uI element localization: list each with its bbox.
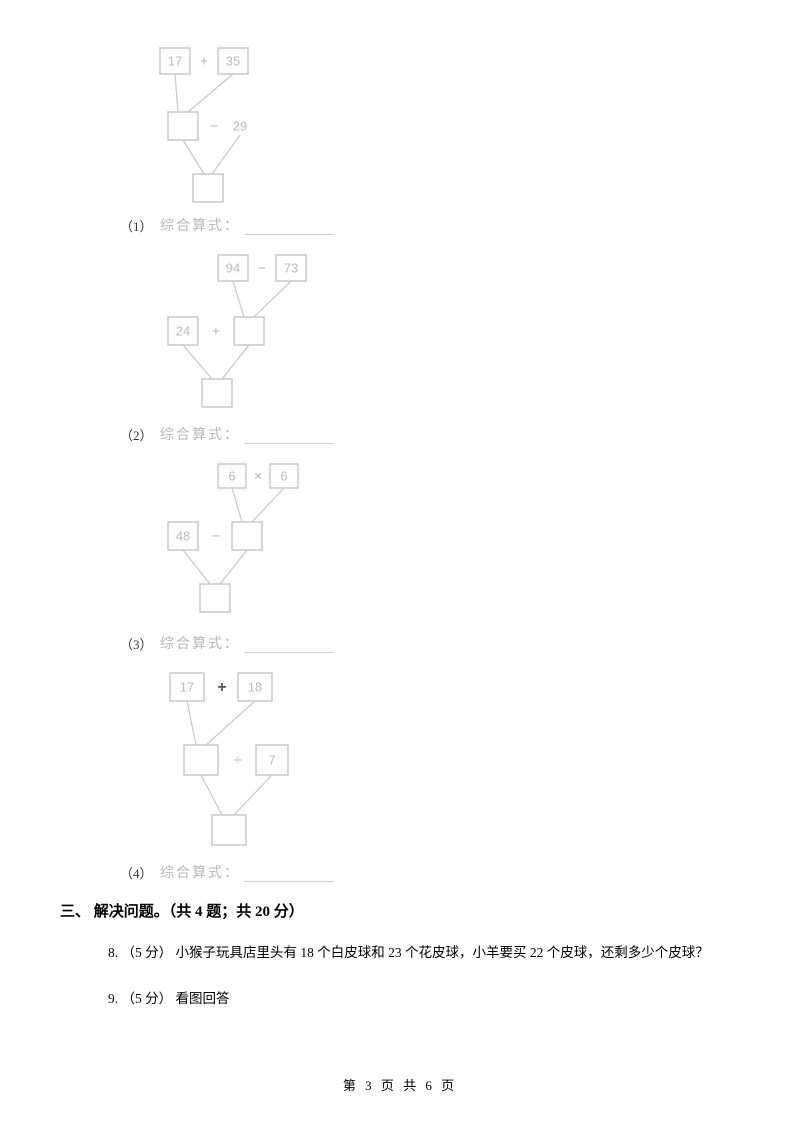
d3-top-left: 6: [228, 468, 235, 483]
question-8: 8. （5 分） 小猴子玩具店里头有 18 个白皮球和 23 个花皮球，小羊要买…: [108, 941, 740, 961]
d2-mid-left: 24: [176, 323, 190, 338]
diagram-1-svg: 17 + 35 − 29: [140, 40, 340, 210]
diagram-2: 94 − 73 24 + （2） 综合算式：: [120, 249, 740, 444]
d4-answer-line[interactable]: [244, 868, 334, 882]
d2-top-left: 94: [226, 260, 240, 275]
d3-mid-left: 48: [176, 528, 190, 543]
d4-mid-right: 7: [268, 752, 275, 767]
d1-top-left: 17: [168, 53, 182, 68]
diagram-4: 17 + 18 ÷ 7 （4） 综合算式：: [120, 667, 740, 882]
d3-paren: （3）: [120, 634, 160, 653]
d2-expr-label: 综合算式：: [160, 424, 240, 444]
d1-paren: （1）: [120, 216, 160, 235]
d1-top-right: 35: [226, 53, 240, 68]
diagram-3-svg: 6 × 6 48 −: [140, 458, 350, 628]
d4-top-left: 17: [180, 679, 194, 694]
question-9: 9. （5 分） 看图回答: [108, 987, 740, 1007]
d4-mid-op: ÷: [234, 752, 242, 768]
d1-mid-right: 29: [233, 118, 247, 133]
d3-expr-label: 综合算式：: [160, 633, 240, 653]
d4-top-right: 18: [248, 679, 262, 694]
d2-paren: （2）: [120, 425, 160, 444]
d2-mid-op: +: [212, 323, 220, 339]
d2-top-right: 73: [284, 260, 298, 275]
diagram-1: 17 + 35 − 29 （1） 综合算式：: [120, 40, 740, 235]
d1-answer-line[interactable]: [244, 221, 334, 235]
d3-top-op: ×: [254, 468, 262, 484]
diagram-4-svg: 17 + 18 ÷ 7: [140, 667, 350, 857]
section-3-heading: 三、 解决问题。（共 4 题；共 20 分）: [60, 900, 740, 921]
d2-answer-line[interactable]: [244, 430, 334, 444]
d3-answer-line[interactable]: [244, 639, 334, 653]
d1-mid-op: −: [210, 118, 218, 134]
page-footer: 第 3 页 共 6 页: [0, 1075, 800, 1094]
d4-paren: （4）: [120, 863, 160, 882]
d2-top-op: −: [258, 260, 266, 276]
diagram-3: 6 × 6 48 − （3） 综合算式：: [120, 458, 740, 653]
d3-mid-op: −: [212, 528, 220, 544]
d3-top-right: 6: [280, 468, 287, 483]
d1-top-op: +: [200, 53, 208, 69]
d1-expr-label: 综合算式：: [160, 215, 240, 235]
d4-expr-label: 综合算式：: [160, 862, 240, 882]
diagram-2-svg: 94 − 73 24 +: [140, 249, 350, 419]
d4-top-op: +: [217, 679, 226, 696]
